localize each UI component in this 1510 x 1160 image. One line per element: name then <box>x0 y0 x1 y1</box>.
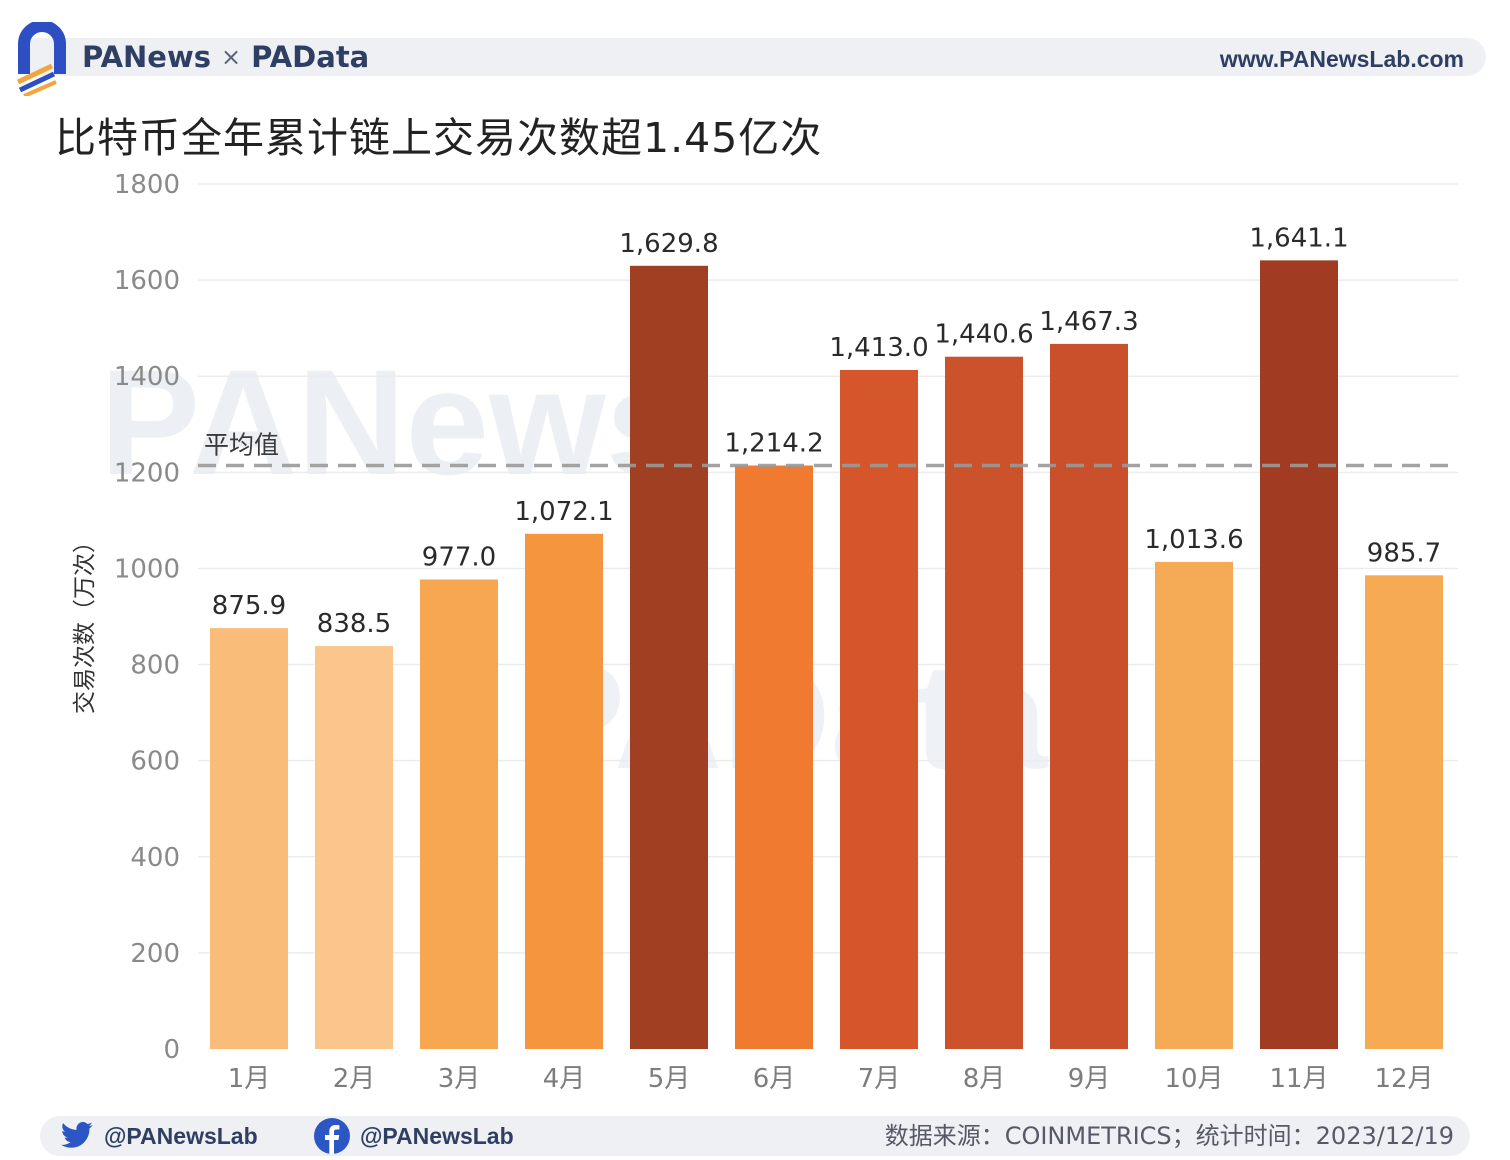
x-tick-label: 3月 <box>438 1064 481 1094</box>
value-labels: 875.9 838.5 977.0 1,072.1 1,629.8 1,214.2 1,41… <box>212 223 1441 639</box>
average-line-group: 平均值 <box>198 431 1458 468</box>
brand-lockup: PANews × PAData <box>82 40 369 74</box>
y-tick-label: 1800 <box>114 170 180 200</box>
y-tick-label: 200 <box>130 939 180 969</box>
facebook-link[interactable]: @PANewsLab <box>314 1117 514 1155</box>
x-tick-label: 4月 <box>543 1064 586 1094</box>
bar <box>945 356 1023 1049</box>
chart-title: 比特币全年累计链上交易次数超1.45亿次 <box>55 114 823 162</box>
y-tick-label: 400 <box>130 843 180 873</box>
bar <box>1365 575 1443 1049</box>
x-tick-label: 10月 <box>1164 1064 1223 1094</box>
x-tick-label: 6月 <box>753 1064 796 1094</box>
value-label: 1,072.1 <box>514 497 613 527</box>
footer-bar <box>40 1116 1470 1156</box>
brand-name-panews: PANews <box>82 40 212 74</box>
bar <box>1260 260 1338 1049</box>
value-label: 1,467.3 <box>1039 307 1138 337</box>
twitter-link[interactable]: @PANewsLab <box>60 1117 258 1155</box>
value-label: 1,013.6 <box>1144 525 1243 555</box>
x-tick-label: 8月 <box>963 1064 1006 1094</box>
x-tick-label: 11月 <box>1269 1064 1328 1094</box>
x-tick-label: 2月 <box>333 1064 376 1094</box>
average-label: 平均值 <box>204 431 279 460</box>
bar <box>315 646 393 1049</box>
x-tick-label: 7月 <box>858 1064 901 1094</box>
y-axis-label: 交易次数（万次） <box>72 530 98 714</box>
bar <box>840 369 918 1050</box>
bar <box>735 465 813 1050</box>
brand-separator: × <box>221 43 242 71</box>
bar <box>210 628 288 1049</box>
watermark-panews: PANews <box>100 338 689 506</box>
y-tick-label: 600 <box>130 747 180 777</box>
data-source: 数据来源：COINMETRICS；统计时间：2023/12/19 <box>884 1122 1454 1150</box>
facebook-handle: @PANewsLab <box>360 1122 514 1149</box>
value-label: 977.0 <box>422 542 496 572</box>
value-label: 1,413.0 <box>829 333 928 363</box>
twitter-icon <box>60 1121 93 1148</box>
x-tick-label: 9月 <box>1068 1064 1111 1094</box>
value-label: 838.5 <box>317 609 391 639</box>
header-bar <box>18 38 1486 76</box>
value-label: 875.9 <box>212 591 286 621</box>
value-label: 1,214.2 <box>724 429 823 459</box>
y-tick-label: 0 <box>163 1035 180 1065</box>
value-label: 985.7 <box>1367 538 1441 568</box>
gridlines <box>198 183 1458 954</box>
value-label: 1,641.1 <box>1249 223 1348 253</box>
x-tick-label: 12月 <box>1374 1064 1433 1094</box>
brand-name-padata: PAData <box>251 40 370 74</box>
y-tick-labels: 0 200 400 600 800 1000 1200 1400 1600 1800 <box>114 170 180 1065</box>
x-tick-label: 5月 <box>648 1064 691 1094</box>
y-tick-label: 1400 <box>114 362 180 392</box>
bar <box>525 533 603 1049</box>
bar <box>1155 561 1233 1049</box>
facebook-icon <box>314 1118 350 1154</box>
value-label: 1,440.6 <box>934 320 1033 350</box>
y-tick-label: 1000 <box>114 554 180 584</box>
x-tick-labels: 1月 2月 3月 4月 5月 6月 7月 8月 9月 10月 11月 12月 <box>228 1064 1434 1094</box>
bars-group <box>210 260 1443 1050</box>
x-tick-label: 1月 <box>228 1064 271 1094</box>
value-label: 1,629.8 <box>619 229 718 259</box>
bar <box>1050 343 1128 1049</box>
y-tick-label: 1200 <box>114 458 180 488</box>
logo-icon <box>16 22 66 96</box>
twitter-handle: @PANewsLab <box>104 1122 258 1149</box>
bar <box>420 579 498 1049</box>
site-url[interactable]: www.PANewsLab.com <box>1219 46 1464 72</box>
bar <box>630 265 708 1050</box>
y-tick-label: 1600 <box>114 266 180 296</box>
y-tick-label: 800 <box>130 651 180 681</box>
